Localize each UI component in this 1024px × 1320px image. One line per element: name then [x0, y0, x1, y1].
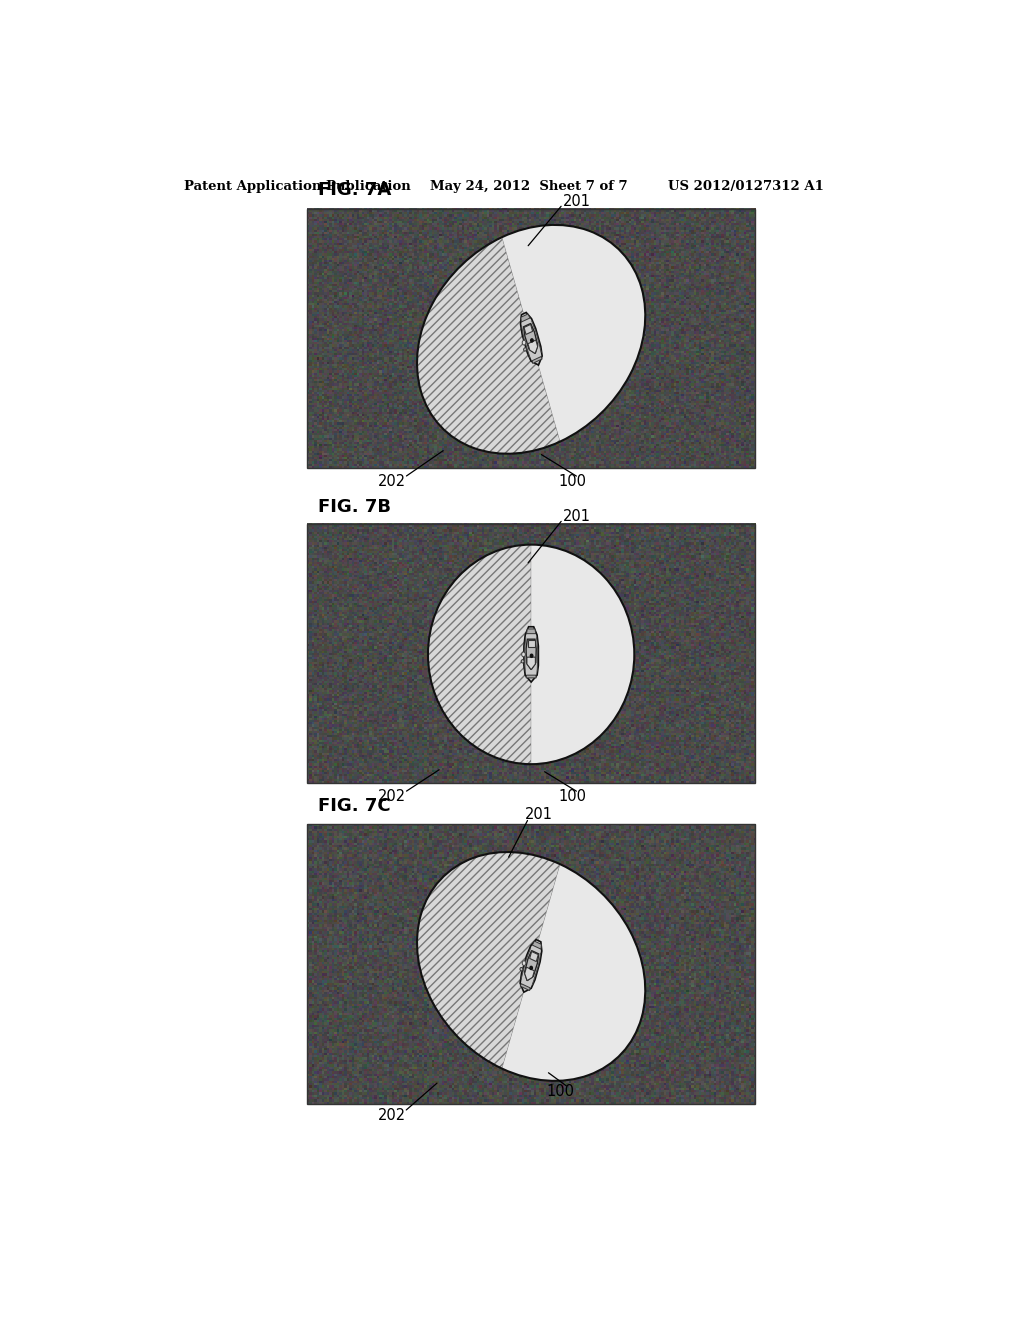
Bar — [306, 209, 755, 469]
Polygon shape — [526, 639, 537, 669]
PathPatch shape — [417, 238, 560, 454]
Polygon shape — [524, 627, 539, 682]
Ellipse shape — [520, 968, 523, 972]
PathPatch shape — [502, 865, 645, 1081]
Polygon shape — [532, 941, 542, 949]
Circle shape — [530, 655, 532, 657]
Text: FIG. 7B: FIG. 7B — [318, 498, 391, 516]
Polygon shape — [529, 952, 539, 961]
Polygon shape — [528, 341, 538, 354]
Text: FIG. 7A: FIG. 7A — [318, 181, 392, 199]
Circle shape — [530, 966, 532, 969]
Text: FIG. 7C: FIG. 7C — [318, 797, 391, 814]
Polygon shape — [527, 640, 535, 648]
Text: 201: 201 — [524, 808, 553, 822]
Polygon shape — [523, 323, 538, 354]
Text: 202: 202 — [378, 1109, 407, 1123]
PathPatch shape — [428, 545, 531, 764]
Text: May 24, 2012  Sheet 7 of 7: May 24, 2012 Sheet 7 of 7 — [430, 181, 627, 193]
Circle shape — [530, 339, 534, 342]
Text: 201: 201 — [563, 508, 591, 524]
PathPatch shape — [417, 851, 560, 1069]
Text: US 2012/0127312 A1: US 2012/0127312 A1 — [668, 181, 823, 193]
Bar — [306, 524, 755, 784]
Polygon shape — [520, 313, 542, 366]
Circle shape — [522, 341, 526, 345]
Polygon shape — [527, 657, 536, 669]
Text: 202: 202 — [378, 789, 407, 804]
Polygon shape — [532, 356, 542, 363]
Text: Patent Application Publication: Patent Application Publication — [183, 181, 411, 193]
PathPatch shape — [531, 545, 634, 764]
Polygon shape — [526, 628, 536, 634]
Polygon shape — [520, 983, 530, 990]
PathPatch shape — [502, 224, 645, 441]
Polygon shape — [521, 314, 530, 322]
Polygon shape — [524, 950, 539, 981]
Text: 100: 100 — [559, 474, 587, 490]
Polygon shape — [524, 968, 535, 981]
Text: 202: 202 — [378, 474, 407, 490]
Ellipse shape — [521, 660, 524, 663]
Text: 100: 100 — [559, 789, 587, 804]
Text: 201: 201 — [563, 194, 591, 209]
Polygon shape — [520, 940, 542, 993]
Polygon shape — [524, 325, 532, 334]
Text: 100: 100 — [546, 1084, 574, 1100]
Circle shape — [522, 961, 526, 965]
Ellipse shape — [523, 347, 526, 351]
Polygon shape — [526, 675, 537, 678]
Circle shape — [521, 652, 525, 657]
Bar — [306, 824, 755, 1104]
